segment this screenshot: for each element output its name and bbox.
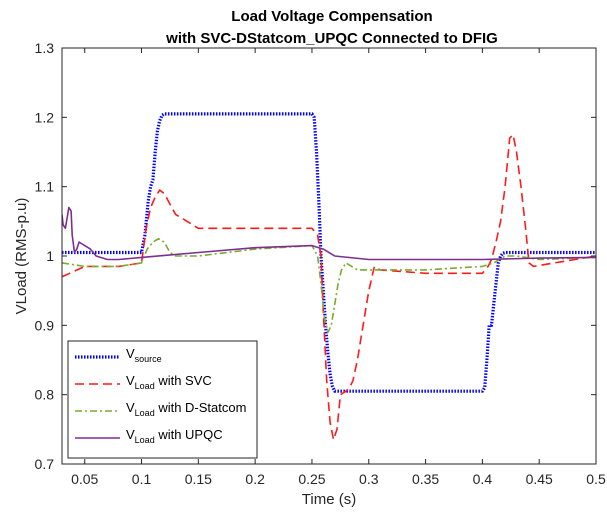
- y-tick-label: 0.9: [35, 317, 55, 333]
- x-tick-label: 0.25: [298, 471, 325, 487]
- series-line-2: [62, 237, 596, 334]
- chart-title-line-1: Load Voltage Compensation: [231, 8, 432, 25]
- y-tick-label: 1.3: [35, 40, 55, 56]
- x-tick-label: 0.4: [473, 471, 493, 487]
- y-tick-label: 1: [46, 248, 54, 264]
- series-line-3: [62, 206, 596, 261]
- x-tick-label: 0.15: [185, 471, 212, 487]
- legend: Vsource VLoad with SVC VLoad with D-Statco…: [67, 340, 258, 459]
- y-axis-label: VLoad (RMS-p.u): [13, 198, 30, 315]
- series-line-1: [62, 133, 596, 441]
- x-tick-label: 0.5: [586, 471, 606, 487]
- plot-frame: [61, 47, 597, 465]
- x-axis-label: Time (s): [302, 491, 356, 508]
- y-tick-label: 1.1: [35, 179, 55, 195]
- legend-label-1: VLoad with SVC: [126, 373, 212, 391]
- y-tick-label: 1.2: [35, 109, 55, 125]
- ticks-layer: 0.05 0.1 0.15 0.2 0.25 0.3 0.35 0.4 0.45 0.5 0.7 0.…: [35, 40, 606, 487]
- x-tick-label: 0.45: [526, 471, 553, 487]
- series-layer: [62, 112, 596, 441]
- x-tick-label: 0.05: [71, 471, 98, 487]
- y-tick-label: 0.7: [35, 456, 55, 472]
- legend-label-3: VLoad with UPQC: [126, 427, 223, 445]
- legend-label-0: Vsource: [126, 346, 162, 364]
- x-tick-label: 0.35: [412, 471, 439, 487]
- x-tick-label: 0.2: [245, 471, 265, 487]
- chart-title-line-2: with SVC-DStatcom_UPQC Connected to DFIG: [165, 30, 498, 47]
- x-tick-label: 0.1: [132, 471, 152, 487]
- legend-label-2: VLoad with D-Statcom: [126, 400, 246, 418]
- x-tick-label: 0.3: [359, 471, 379, 487]
- y-tick-label: 0.8: [35, 387, 55, 403]
